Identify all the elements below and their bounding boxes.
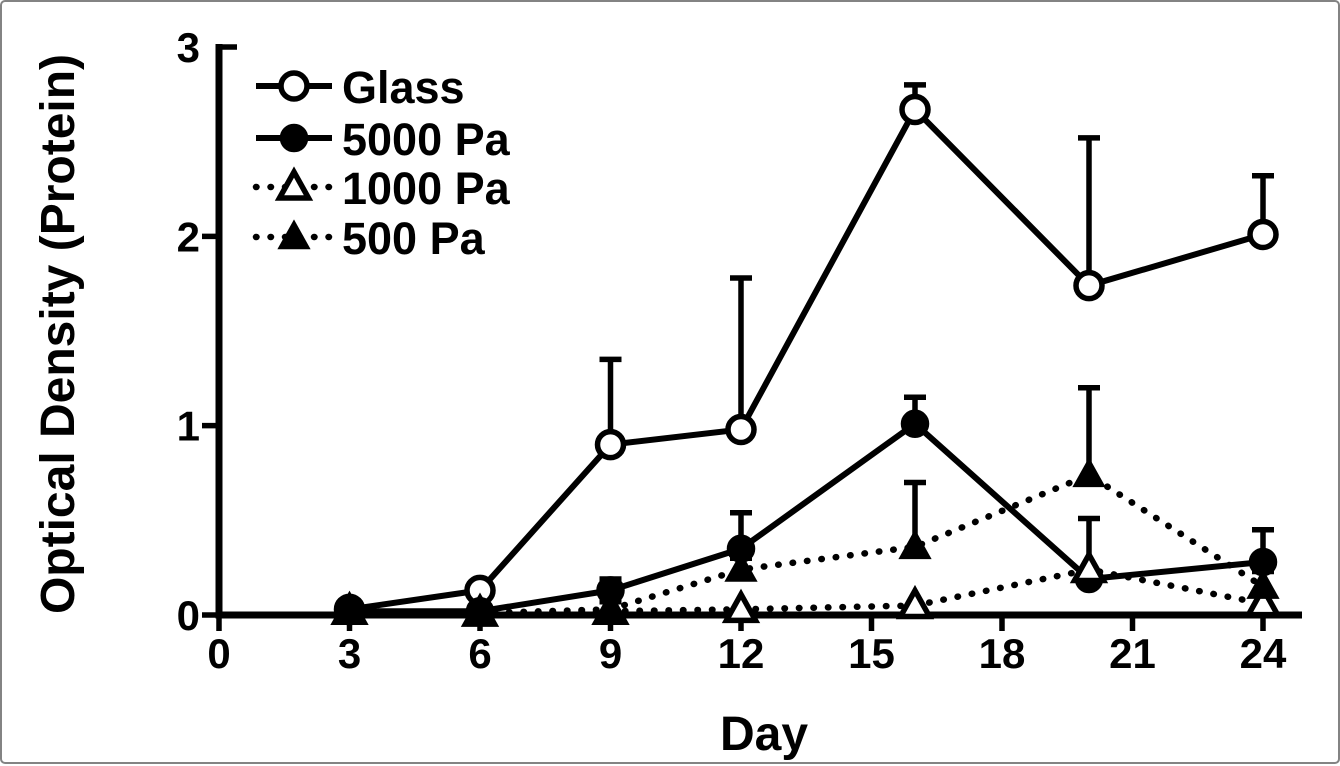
legend-label-500pa: 500 Pa [342,213,486,264]
data-point [1249,572,1278,598]
data-point [1075,555,1104,581]
data-point [1076,273,1102,299]
y-axis-title: Optical Density (Protein) [32,54,85,614]
legend-label-5000pa: 5000 Pa [342,114,511,165]
x-tick-label: 24 [1240,630,1287,677]
data-point [1250,221,1276,247]
x-tick-label: 12 [718,630,765,677]
data-point [728,416,754,442]
data-point [901,532,930,558]
legend-sample-marker [281,73,307,99]
legend-sample-marker [281,125,307,151]
y-tick-label: 3 [177,24,200,71]
x-tick-label: 0 [207,630,230,677]
data-point [598,432,624,458]
y-tick-label: 1 [177,403,200,450]
data-point [902,411,928,437]
x-axis-title: Day [720,708,808,761]
data-point [1075,460,1104,486]
x-tick-label: 21 [1109,630,1156,677]
data-point [902,96,928,122]
x-tick-label: 9 [599,630,622,677]
x-tick-label: 6 [468,630,491,677]
data-point [727,594,756,620]
y-tick-label: 2 [177,213,200,260]
x-tick-label: 3 [338,630,361,677]
data-point [901,591,930,617]
legend-markers [256,73,332,248]
legend-label-glass: Glass [342,62,465,113]
legend-label-1000pa: 1000 Pa [342,163,511,214]
x-tick-label: 15 [848,630,895,677]
x-tick-label: 18 [979,630,1026,677]
y-tick-label: 0 [177,592,200,639]
legend-sample-marker [280,172,309,198]
